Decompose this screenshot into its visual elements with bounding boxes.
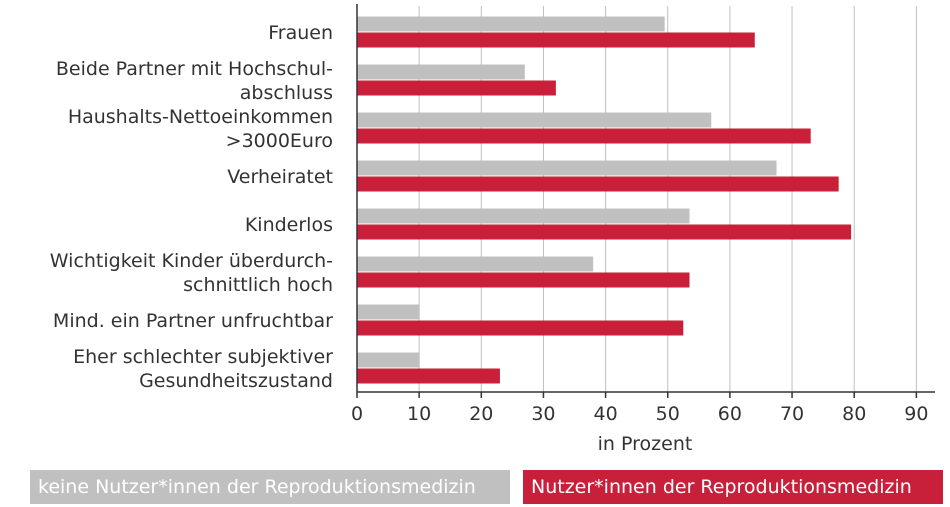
x-tick-labels: 0 10 20 30 40 50 60 70 80 90: [351, 403, 928, 425]
bar-non-users-4: [357, 208, 690, 224]
x-tick-label-20: 20: [469, 403, 493, 425]
category-label-2-0: Haushalts-Nettoeinkommen: [68, 106, 333, 128]
bar-chart: Frauen Beide Partner mit Hochschul-abschl…: [50, 4, 935, 455]
bar-non-users-5: [357, 256, 594, 272]
legend-item-users: Nutzer*innen der Reproduktionsmedizin: [523, 470, 943, 504]
bars: [357, 16, 852, 384]
category-label-4-0: Kinderlos: [245, 214, 333, 236]
bar-users-2: [357, 128, 811, 144]
bar-non-users-0: [357, 16, 665, 32]
x-tick-label-60: 60: [718, 403, 742, 425]
x-tick-label-0: 0: [351, 403, 363, 425]
bar-non-users-1: [357, 64, 525, 80]
x-tick-label-70: 70: [780, 403, 804, 425]
category-label-3-0: Verheiratet: [227, 166, 333, 188]
category-label-7-1: Gesundheitszustand: [139, 370, 333, 392]
legend-item-non-users: keine Nutzer*innen der Reproduktionsmedi…: [30, 470, 510, 504]
category-label-5-1: schnittlich hoch: [183, 274, 333, 296]
axes: [356, 4, 935, 398]
x-tick-label-80: 80: [842, 403, 866, 425]
x-tick-label-10: 10: [407, 403, 431, 425]
bar-users-4: [357, 224, 852, 240]
category-labels: Frauen Beide Partner mit Hochschul-abschl…: [50, 22, 333, 392]
category-label-1-1: abschluss: [240, 82, 333, 104]
bar-non-users-2: [357, 112, 712, 128]
bar-non-users-3: [357, 160, 777, 176]
category-label-7-0: Eher schlechter subjektiver: [73, 346, 333, 368]
category-label-0-0: Frauen: [268, 22, 333, 44]
x-tick-label-40: 40: [594, 403, 618, 425]
category-label-5-0: Wichtigkeit Kinder überdurch-: [50, 250, 333, 272]
x-axis-title: in Prozent: [598, 433, 693, 455]
bar-non-users-6: [357, 304, 420, 320]
bar-users-3: [357, 176, 839, 192]
x-tick-label-30: 30: [531, 403, 555, 425]
bar-users-5: [357, 272, 690, 288]
bar-users-7: [357, 368, 500, 384]
bar-users-0: [357, 32, 755, 48]
x-tick-label-50: 50: [656, 403, 680, 425]
x-tick-label-90: 90: [904, 403, 928, 425]
category-label-1-0: Beide Partner mit Hochschul-: [56, 58, 333, 80]
bar-users-1: [357, 80, 556, 96]
bar-users-6: [357, 320, 684, 336]
category-label-6-0: Mind. ein Partner unfruchtbar: [53, 310, 333, 332]
bar-non-users-7: [357, 352, 420, 368]
category-label-2-1: >3000Euro: [226, 130, 333, 152]
